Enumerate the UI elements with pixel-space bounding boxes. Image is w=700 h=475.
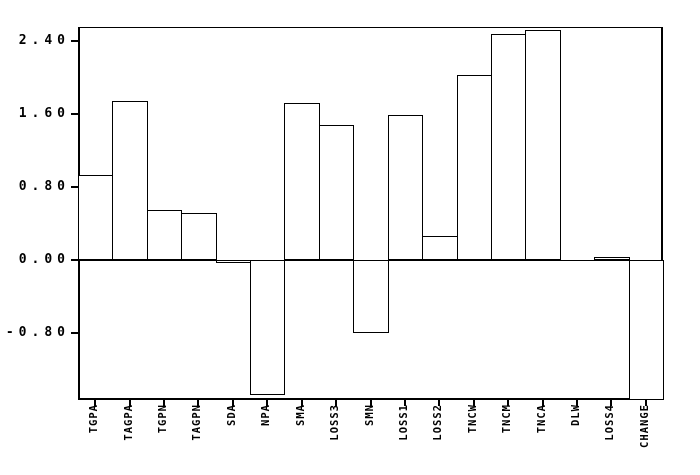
x-tick xyxy=(541,400,544,406)
x-tick xyxy=(403,400,406,406)
bar-loss2 xyxy=(422,236,458,261)
x-tick xyxy=(369,400,372,406)
x-tick xyxy=(472,400,475,406)
y-tick xyxy=(71,259,78,262)
x-tick xyxy=(610,400,613,406)
x-tick xyxy=(94,400,97,406)
x-tick xyxy=(335,400,338,406)
x-label-sma: SMA xyxy=(294,404,307,426)
x-label-tgpa: TGPA xyxy=(88,404,101,434)
x-label-tgpn: TGPN xyxy=(157,404,170,434)
x-tick xyxy=(163,400,166,406)
x-tick xyxy=(128,400,131,406)
y-tick xyxy=(71,39,78,42)
bar-sma xyxy=(284,102,320,261)
bar-tgpa xyxy=(78,175,114,261)
x-label-tagpn: TAGPN xyxy=(191,404,204,441)
x-label-loss1: LOSS1 xyxy=(397,404,410,441)
bar-change xyxy=(628,260,664,400)
bar-sda xyxy=(215,260,252,263)
y-tick xyxy=(71,332,78,335)
y-tick-label: 2.40 xyxy=(18,32,70,48)
x-label-tnca: TNCA xyxy=(535,404,548,434)
bar-tagpn xyxy=(181,212,217,261)
x-label-loss4: LOSS4 xyxy=(604,404,617,441)
x-label-tagpa: TAGPA xyxy=(122,404,135,441)
bar-loss3 xyxy=(318,124,355,261)
x-tick xyxy=(300,400,303,406)
y-tick xyxy=(71,112,78,115)
x-label-loss3: LOSS3 xyxy=(329,404,342,441)
x-label-tncm: TNCM xyxy=(501,404,514,434)
x-label-tncw: TNCW xyxy=(466,404,479,434)
y-tick-label: -0.80 xyxy=(5,325,70,341)
y-tick-label: 1.60 xyxy=(18,105,70,121)
bar-npa xyxy=(250,260,286,395)
bar-tncm xyxy=(490,34,527,261)
bar-loss4 xyxy=(594,257,630,261)
x-tick xyxy=(231,400,234,406)
bar-tncw xyxy=(456,74,492,261)
x-label-npa: NPA xyxy=(260,404,273,426)
bar-tagpa xyxy=(112,101,148,261)
x-tick xyxy=(575,400,578,406)
x-label-loss2: LOSS2 xyxy=(432,404,445,441)
x-label-sda: SDA xyxy=(225,404,238,426)
y-tick xyxy=(71,185,78,188)
bar-tnca xyxy=(525,29,561,261)
bar-smn xyxy=(353,260,389,334)
x-tick xyxy=(438,400,441,406)
x-label-dlw: DLW xyxy=(569,404,582,426)
x-label-smn: SMN xyxy=(363,404,376,426)
x-tick xyxy=(507,400,510,406)
x-tick xyxy=(197,400,200,406)
y-tick-label: 0.00 xyxy=(18,252,70,268)
bar-tgpn xyxy=(146,209,183,261)
bar-loss1 xyxy=(387,114,424,261)
x-tick xyxy=(644,400,647,406)
y-tick-label: 0.80 xyxy=(18,178,70,194)
x-label-change: CHANGE xyxy=(638,404,651,448)
x-tick xyxy=(266,400,269,406)
